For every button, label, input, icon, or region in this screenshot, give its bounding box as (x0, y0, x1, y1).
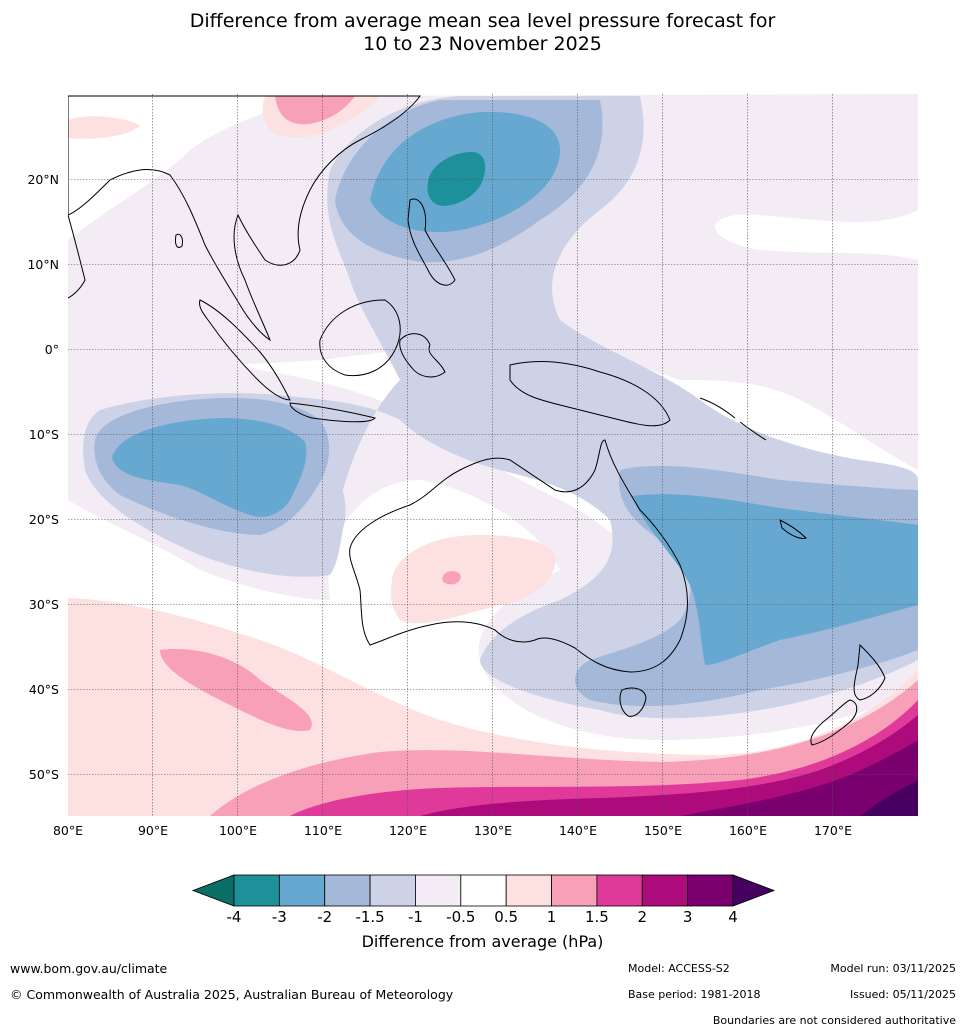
borneo-outline (319, 299, 401, 377)
colorbar-tick-label: 4 (728, 908, 738, 926)
contour-minus-2-east (632, 494, 918, 665)
colorbar-tick-label: 2 (637, 908, 647, 926)
lon-label: 100°E (219, 823, 257, 838)
lat-label: 20°N (27, 172, 59, 187)
india-outline (68, 214, 86, 299)
tasmania-outline (619, 687, 647, 717)
boundaries-disclaimer: Boundaries are not considered authoritat… (712, 1014, 956, 1027)
lon-label: 130°E (474, 823, 512, 838)
title-line-2: 10 to 23 November 2025 (363, 33, 602, 55)
colorbar-tick-label: 0.5 (494, 908, 518, 926)
gridlines (68, 94, 918, 816)
colorbar-swatch (596, 874, 643, 907)
lon-label: 120°E (389, 823, 427, 838)
lon-label: 170°E (814, 823, 852, 838)
contour-minus-3 (427, 152, 486, 206)
colorbar-swatch (233, 874, 280, 907)
colorbar-arrow-high (732, 874, 776, 907)
colorbar-arrow-low (191, 874, 235, 907)
colorbar-tick-label: 1.5 (585, 908, 609, 926)
java-outline (289, 402, 376, 423)
colorbar-tick-label: -2 (317, 908, 332, 926)
lat-label: 50°S (29, 767, 59, 782)
lon-label: 140°E (559, 823, 597, 838)
contour-plus-0-5-nw (68, 116, 140, 139)
colorbar-tick-label: 1 (547, 908, 557, 926)
lat-label: 0° (45, 342, 59, 357)
chart-title: Difference from average mean sea level p… (0, 10, 965, 56)
copyright: © Commonwealth of Australia 2025, Austra… (10, 987, 454, 1002)
longitude-axis: 80°E 90°E 100°E 110°E 120°E 130°E 140°E … (53, 823, 852, 838)
colorbar-swatch (278, 874, 326, 907)
colorbar-tick-label: -1.5 (355, 908, 384, 926)
colorbar-swatch (415, 874, 462, 907)
colorbar-swatch (551, 874, 598, 907)
latitude-axis: 20°N 10°N 0° 10°S 20°S 30°S 40°S 50°S (27, 172, 59, 782)
colorbar-swatch (460, 874, 507, 907)
asia-mainland-outline (68, 95, 421, 342)
solomon-islands-outline (699, 397, 767, 441)
title-line-1: Difference from average mean sea level p… (189, 10, 776, 32)
lat-label: 10°N (27, 257, 59, 272)
new-caledonia-outline (779, 519, 807, 539)
anomaly-contours (68, 94, 918, 816)
colorbar-tick-label: 3 (683, 908, 693, 926)
sulawesi-outline (399, 333, 446, 378)
lat-label: 30°S (29, 597, 59, 612)
colorbar-swatch (687, 874, 734, 907)
lon-label: 90°E (138, 823, 168, 838)
issued-date: Issued: 05/11/2025 (849, 988, 956, 1001)
contour-plus-0-5-aus (390, 535, 556, 624)
website-url[interactable]: www.bom.gov.au/climate (10, 961, 168, 976)
lat-label: 20°S (29, 512, 59, 527)
contour-plus-3 (680, 740, 918, 816)
sri-lanka-outline (175, 233, 183, 248)
model-run: Model run: 03/11/2025 (830, 962, 956, 975)
colorbar-tick-label: -3 (272, 908, 287, 926)
contour-plus-1-south (160, 649, 312, 731)
contour-plus-4 (860, 780, 918, 816)
contour-plus-1-aus (442, 571, 461, 585)
new-guinea-outline (509, 361, 671, 427)
new-zealand-outline (810, 643, 886, 746)
lon-label: 150°E (644, 823, 682, 838)
contour-plus-2 (420, 715, 918, 816)
lat-label: 40°S (29, 682, 59, 697)
colorbar-tick-label: -1 (408, 908, 423, 926)
lon-label: 80°E (53, 823, 83, 838)
land-outlines (68, 95, 886, 746)
colorbar: -4 -3 -2 -1.5 -1 -0.5 0.5 1 1.5 2 3 4 (191, 874, 776, 926)
lon-label: 160°E (729, 823, 767, 838)
lat-label: 10°S (29, 427, 59, 442)
base-period: Base period: 1981-2018 (628, 988, 761, 1001)
colorbar-title: Difference from average (hPa) (361, 932, 604, 951)
colorbar-tick-label: -0.5 (446, 908, 475, 926)
contour-minus-2-ocean (112, 418, 307, 517)
colorbar-swatch (505, 874, 552, 907)
contour-plus-1-north (275, 96, 355, 125)
colorbar-swatch (324, 874, 371, 907)
colorbar-tick-label: -4 (227, 908, 242, 926)
australia-outline (349, 439, 688, 673)
model-name: Model: ACCESS-S2 (628, 962, 730, 975)
lon-label: 110°E (304, 823, 342, 838)
philippines-outline (407, 198, 456, 286)
colorbar-swatch (641, 874, 689, 907)
sumatra-outline (199, 299, 291, 401)
colorbar-swatch (369, 874, 416, 907)
